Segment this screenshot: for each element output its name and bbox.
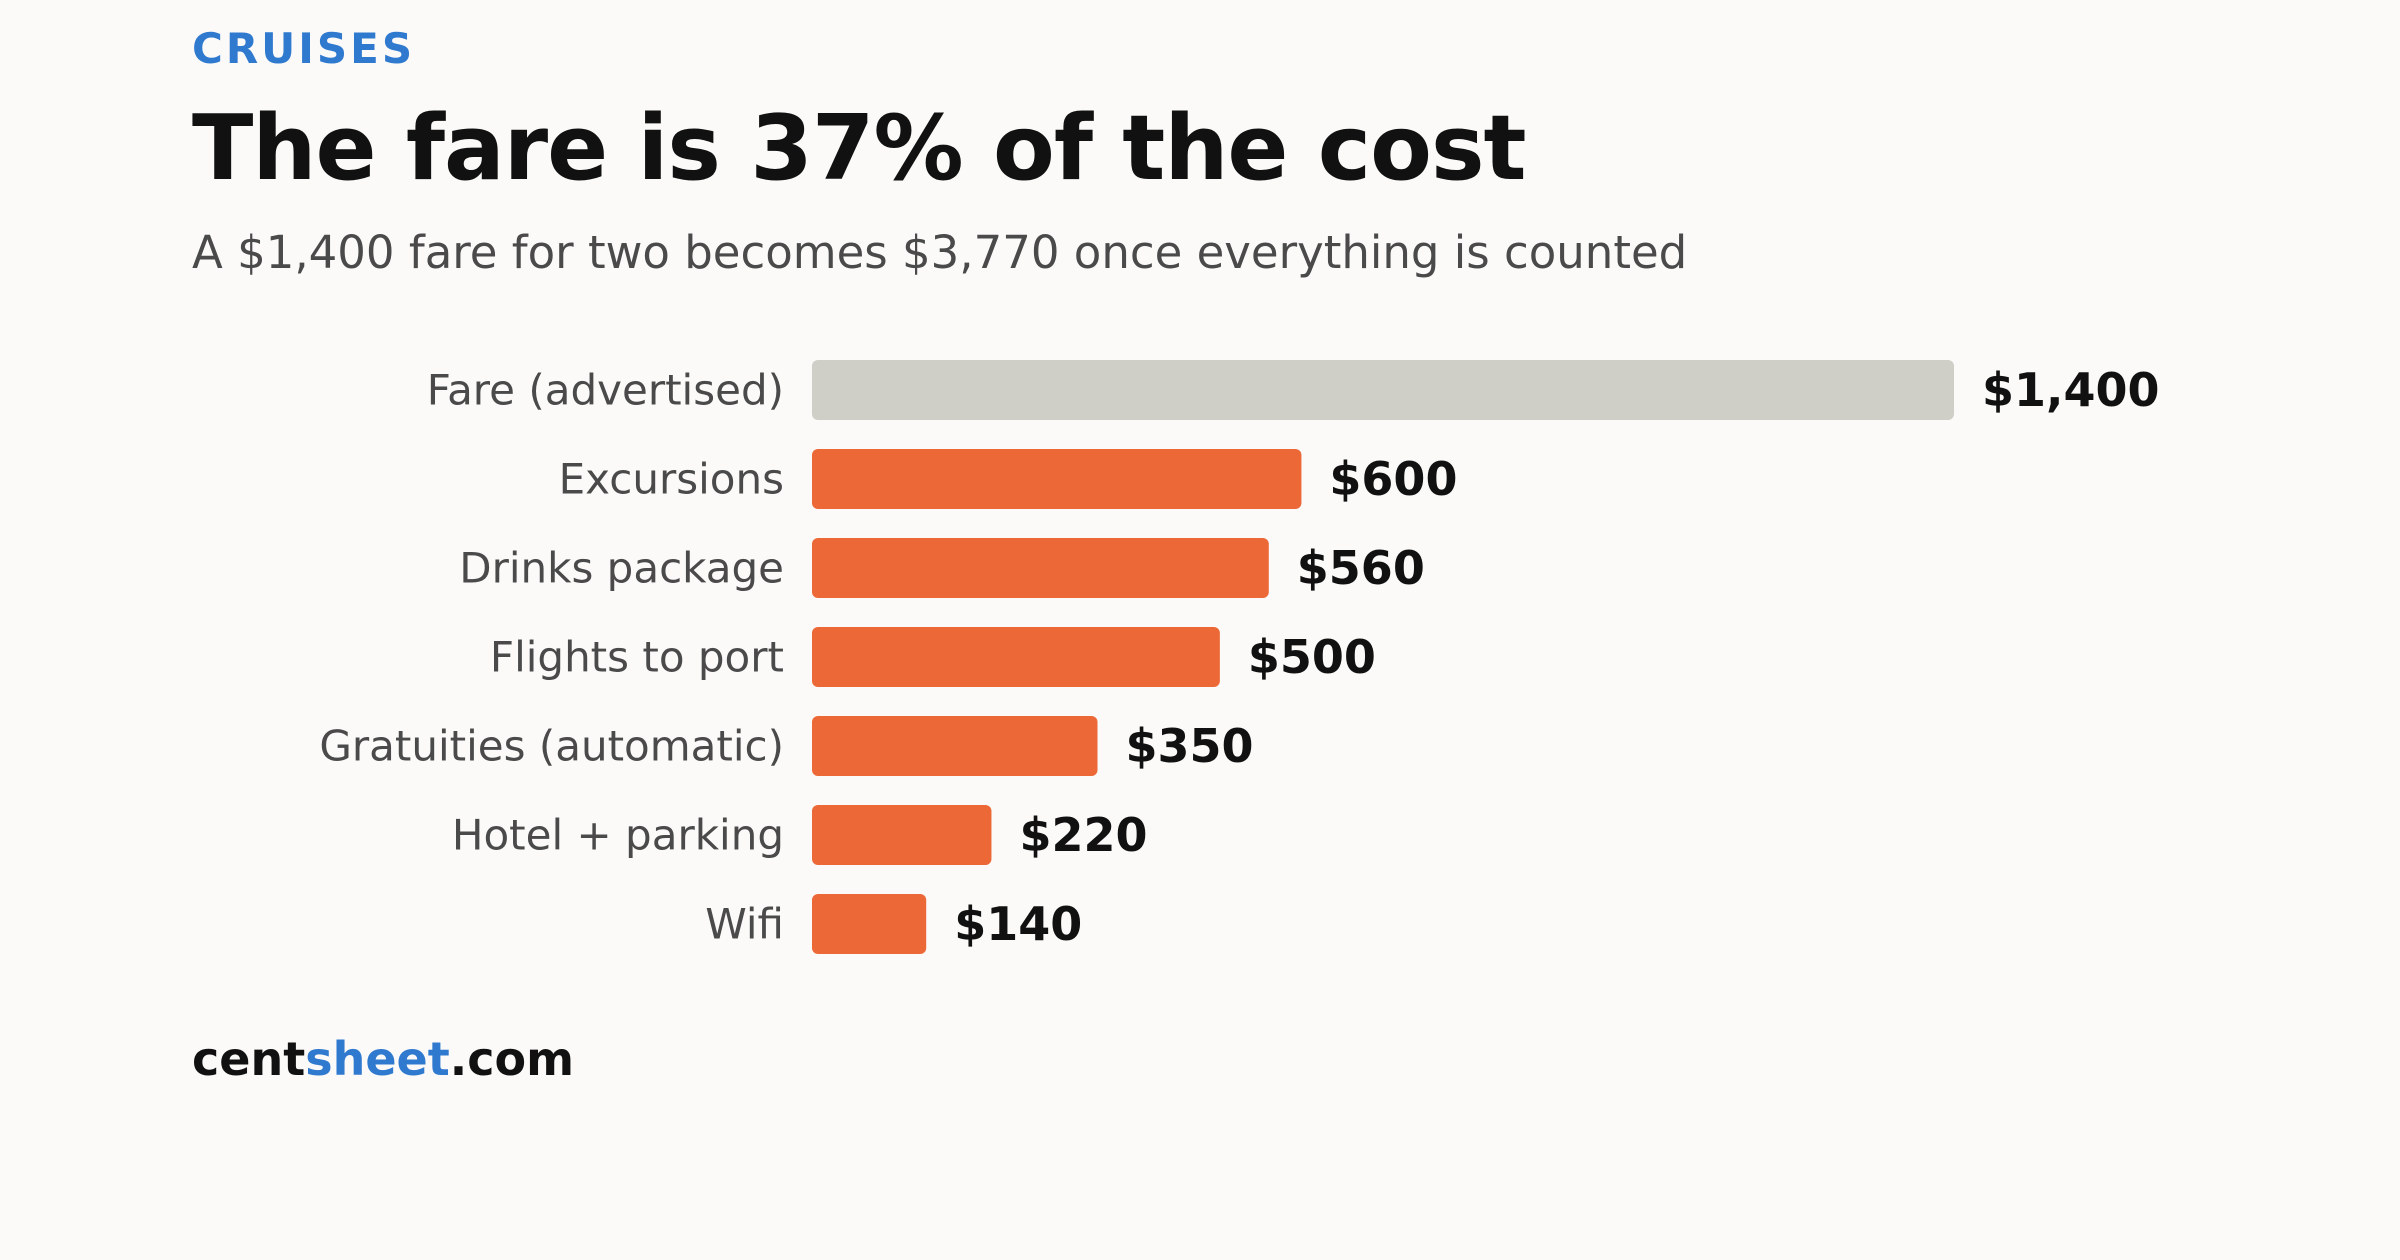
value-label: $350 (1126, 719, 1254, 773)
value-label: $560 (1297, 541, 1425, 595)
category-label: Excursions (559, 455, 784, 504)
kicker-label: CRUISES (192, 24, 416, 73)
value-label: $600 (1329, 452, 1457, 506)
chart-subtitle: A $1,400 fare for two becomes $3,770 onc… (192, 226, 1688, 279)
category-label: Fare (advertised) (427, 366, 784, 415)
value-label: $140 (954, 897, 1082, 951)
category-label: Flights to port (490, 633, 784, 682)
brand-part-cent: cent (192, 1032, 306, 1086)
brand-part-sheet: sheet (305, 1032, 450, 1086)
bar-chart: Fare (advertised) $1,400 Excursions $600 Dri… (319, 360, 2160, 954)
bar (812, 894, 927, 954)
category-label: Drinks package (459, 544, 784, 593)
bar (812, 716, 1098, 776)
category-label: Wifi (705, 900, 784, 949)
chart-title: The fare is 37% of the cost (192, 96, 1527, 201)
value-label: $220 (1019, 808, 1147, 862)
bar (812, 360, 1954, 420)
bar (812, 805, 992, 865)
bar (812, 627, 1220, 687)
value-label: $1,400 (1982, 363, 2160, 417)
brand-part-com: .com (449, 1032, 574, 1086)
brand-logo[interactable]: centsheet.com (192, 1036, 574, 1082)
value-label: $500 (1248, 630, 1376, 684)
category-label: Hotel + parking (452, 811, 784, 860)
category-label: Gratuities (automatic) (319, 722, 784, 771)
bar (812, 538, 1269, 598)
bar (812, 449, 1302, 509)
